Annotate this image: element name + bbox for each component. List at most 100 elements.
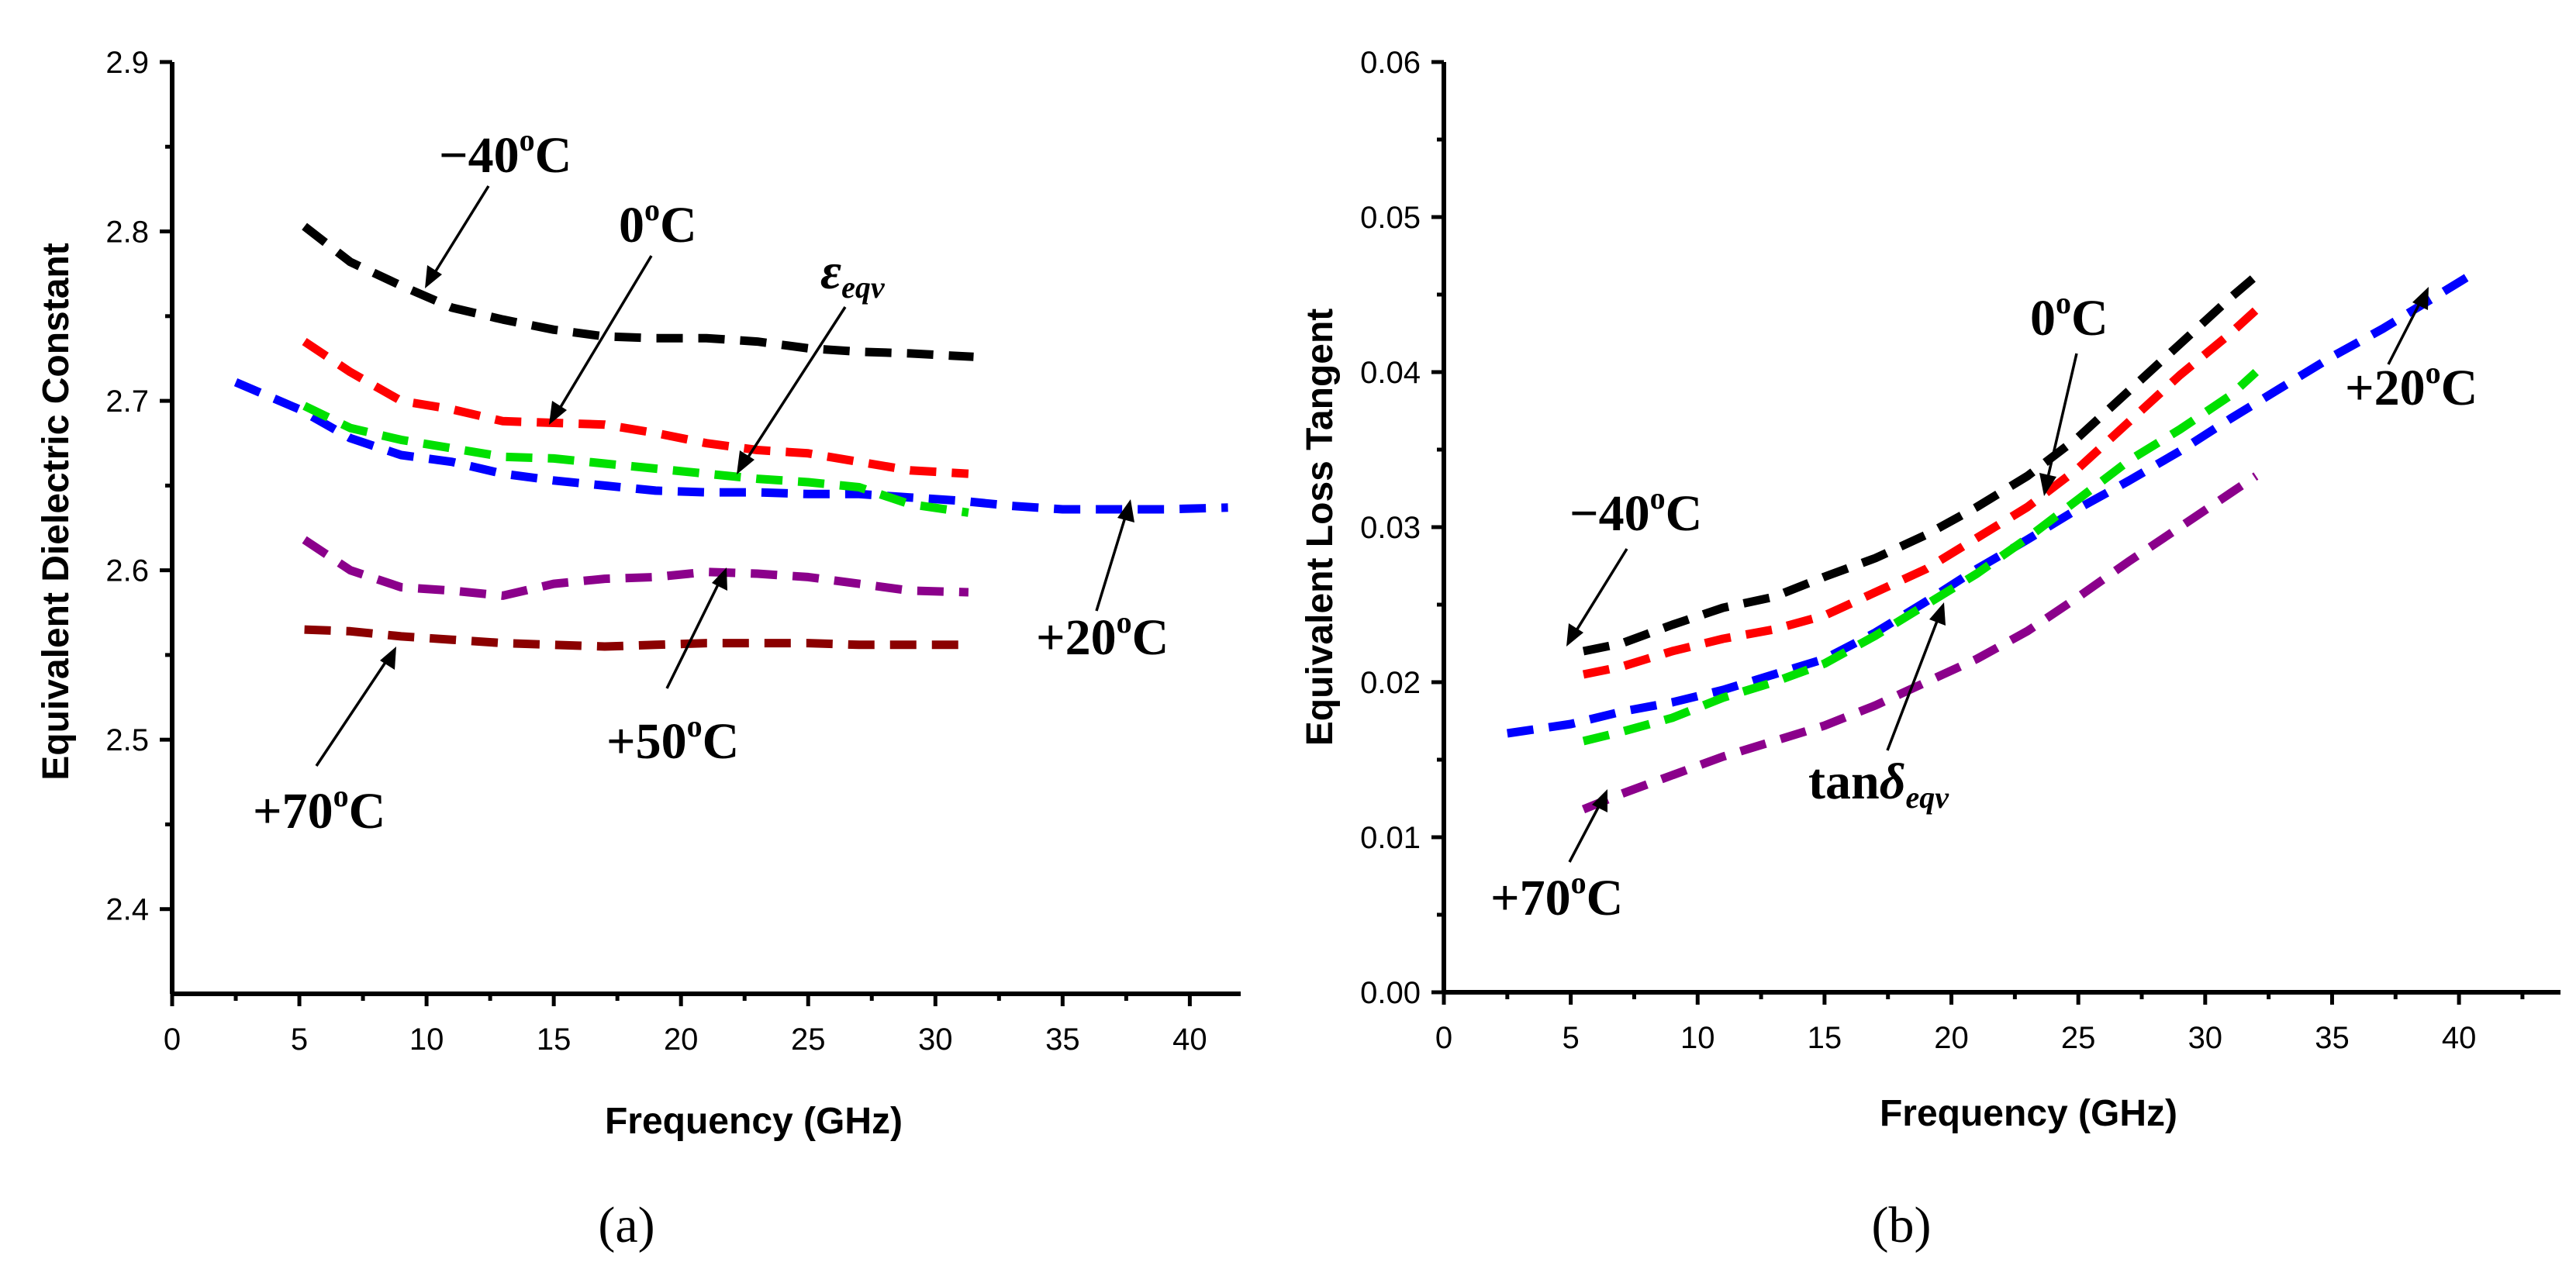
panel-b-y-tick-label-2: 0.02 bbox=[1360, 666, 1421, 700]
panel-a-annot-plus20-tail: C bbox=[1132, 609, 1169, 666]
panel-b-series-0 bbox=[1582, 272, 2259, 656]
panel-a-y-tick-label-2: 2.6 bbox=[105, 554, 149, 588]
panel-a-y-tick-label-3: 2.7 bbox=[105, 385, 149, 419]
panel-b-annot-plus70-tail: C bbox=[1587, 870, 1624, 926]
panel-b-y-tick-label-3: 0.03 bbox=[1360, 511, 1421, 545]
panel-b-y-tick-label-5: 0.05 bbox=[1360, 201, 1421, 235]
panel-a-x-axis-title: Frequency (GHz) bbox=[605, 1101, 903, 1142]
panel-a-arrow-eps bbox=[737, 306, 847, 474]
panel-b-annot-tand-main: tan bbox=[1808, 754, 1880, 810]
panel-a-x-tick-label-4: 20 bbox=[664, 1023, 699, 1057]
panel-a-x-tick-label-1: 5 bbox=[291, 1023, 308, 1057]
panel-a-ticks: 0 5 10 15 20 25 30 35 40 2.4 2.5 2.6 2.7 2.8 2.9 bbox=[105, 46, 1207, 1057]
panel-a-annot-plus20-sup: o bbox=[1117, 605, 1132, 640]
panel-b-annot-plus70: +70oC bbox=[1490, 865, 1623, 926]
panel-b-y-tick-label-4: 0.04 bbox=[1360, 356, 1421, 390]
panel-a-y-tick-label-1: 2.5 bbox=[105, 723, 149, 757]
panel-b-arrow-plus70 bbox=[1568, 789, 1607, 863]
panel-b-y-tick-label-6: 0.06 bbox=[1360, 46, 1421, 80]
panel-a-annot-plus50-sup: o bbox=[687, 709, 703, 743]
panel-a-annot-0: 0oC bbox=[619, 192, 697, 253]
panel-b-x-tick-label-8: 40 bbox=[2442, 1021, 2477, 1055]
panel-a-x-tick-label-0: 0 bbox=[164, 1023, 181, 1057]
panel-a-annot-eps-main: ε bbox=[820, 243, 841, 300]
panel-a-annot-plus70-tail: C bbox=[349, 783, 386, 840]
panel-a-y-tick-label-0: 2.4 bbox=[105, 893, 149, 927]
panel-a-y-tick-label-4: 2.8 bbox=[105, 216, 149, 250]
panel-b-annot-tand-sub: eqv bbox=[1906, 780, 1950, 815]
panel-a-annot-plus70-sup: o bbox=[333, 778, 349, 813]
panel-b-annot-tand: tanδeqv bbox=[1808, 754, 1949, 815]
panel-a-series-1 bbox=[302, 338, 969, 478]
panel-b-y-axis-title: Equivalent Loss Tangent bbox=[1300, 309, 1341, 747]
panel-b-annot-plus20-sup: o bbox=[2426, 355, 2441, 390]
panel-b-x-tick-label-3: 15 bbox=[1808, 1021, 1842, 1055]
panel-a-annot-plus20: +20oC bbox=[1036, 605, 1169, 666]
panel-a-annot-minus40: −40oC bbox=[439, 122, 571, 184]
panel-a-x-tick-label-6: 30 bbox=[918, 1023, 953, 1057]
panel-b-x-tick-label-1: 5 bbox=[1563, 1021, 1580, 1055]
panel-b-annot-plus70-main: +70 bbox=[1490, 870, 1571, 926]
panel-b-annot-minus40: −40oC bbox=[1569, 481, 1702, 542]
panel-a-arrow-plus70 bbox=[315, 647, 396, 767]
panel-a-x-tick-label-8: 40 bbox=[1172, 1023, 1207, 1057]
panel-b-x-tick-label-6: 30 bbox=[2188, 1021, 2223, 1055]
panel-a-annot-0-sup: o bbox=[644, 192, 660, 227]
panel-b-x-tick-label-4: 20 bbox=[1934, 1021, 1969, 1055]
panel-a-arrow-0 bbox=[549, 255, 653, 425]
panel-b-ticks: 0 5 10 15 20 25 30 35 40 0.00 0.01 0.02 0.03 0.04 0.05… bbox=[1360, 46, 2525, 1055]
panel-b-annot-0: 0oC bbox=[2030, 285, 2108, 347]
panel-b-y-tick-label-0: 0.00 bbox=[1360, 976, 1421, 1010]
panel-a-annot-eps: εeqv bbox=[820, 243, 886, 305]
panel-b-series-3 bbox=[1582, 368, 2260, 746]
panel-b-annot-plus70-sup: o bbox=[1571, 865, 1587, 900]
panel-a-annot-0-tail: C bbox=[660, 197, 697, 253]
panel-a-series-2 bbox=[233, 378, 1228, 514]
panel-a-x-tick-label-3: 15 bbox=[537, 1023, 571, 1057]
panel-a-x-tick-label-2: 10 bbox=[409, 1023, 444, 1057]
panel-b-annot-plus20: +20oC bbox=[2345, 355, 2478, 416]
panel-a-y-tick-label-5: 2.9 bbox=[105, 46, 149, 80]
panel-a-arrow-plus20 bbox=[1095, 499, 1134, 612]
panel-b-annot-plus20-main: +20 bbox=[2345, 360, 2426, 416]
panel-a-annot-plus50-main: +50 bbox=[606, 713, 687, 770]
panel-b-annot-minus40-main: −40 bbox=[1569, 485, 1650, 542]
panel-b-annot-minus40-tail: C bbox=[1666, 485, 1703, 542]
panel-a-arrow-plus50 bbox=[665, 567, 727, 689]
panel-a-series-3 bbox=[302, 402, 969, 517]
panel-a-series-4 bbox=[302, 536, 969, 600]
panel-a-series-0 bbox=[302, 222, 974, 361]
panel-b-series-1 bbox=[1582, 306, 2260, 679]
panel-b-annot-tand-greek: δ bbox=[1880, 754, 1906, 810]
panel-b-arrow-minus40 bbox=[1566, 548, 1628, 647]
panel-a-label: (a) bbox=[598, 1197, 654, 1254]
panel-a-annot-minus40-sup: o bbox=[520, 122, 535, 157]
panel-a-annot-plus50: +50oC bbox=[606, 709, 739, 770]
panel-b-annot-0-tail: C bbox=[2071, 290, 2108, 347]
panel-a-x-tick-label-7: 35 bbox=[1045, 1023, 1080, 1057]
panel-b-x-tick-label-5: 25 bbox=[2061, 1021, 2096, 1055]
panel-b-chart: 0 5 10 15 20 25 30 35 40 0.00 0.01 0.02 0.03 0.04 0.05… bbox=[1300, 46, 2560, 1254]
panel-a-series-5 bbox=[304, 625, 969, 651]
panel-b-arrow-tand bbox=[1886, 602, 1946, 751]
panel-b-annot-minus40-sup: o bbox=[1650, 481, 1666, 516]
panel-a-annot-plus20-main: +20 bbox=[1036, 609, 1117, 666]
panel-a-chart: 0 5 10 15 20 25 30 35 40 2.4 2.5 2.6 2.7 2.8 2.9 Frequ… bbox=[36, 46, 1241, 1254]
panel-b-series-4 bbox=[1581, 472, 2259, 814]
panel-b-series-2 bbox=[1507, 271, 2474, 738]
panel-a-annot-eps-sub: eqv bbox=[841, 270, 886, 305]
panel-a-annot-plus50-tail: C bbox=[703, 713, 740, 770]
panel-b-label: (b) bbox=[1872, 1197, 1932, 1254]
panel-a-x-tick-label-5: 25 bbox=[791, 1023, 826, 1057]
panel-b-series-group bbox=[1507, 271, 2474, 814]
panel-b-annot-plus20-tail: C bbox=[2441, 360, 2478, 416]
panel-b-annot-0-main: 0 bbox=[2030, 290, 2056, 347]
panel-a-series-group bbox=[233, 222, 1228, 651]
panel-b-y-tick-label-1: 0.01 bbox=[1360, 821, 1421, 855]
panel-a-annot-minus40-tail: C bbox=[535, 127, 572, 184]
panel-b-arrow-0 bbox=[2039, 353, 2078, 496]
panel-b-annot-0-sup: o bbox=[2056, 285, 2071, 320]
panel-b-arrow-plus20 bbox=[2387, 287, 2429, 365]
panel-a-arrow-minus40 bbox=[425, 185, 490, 288]
